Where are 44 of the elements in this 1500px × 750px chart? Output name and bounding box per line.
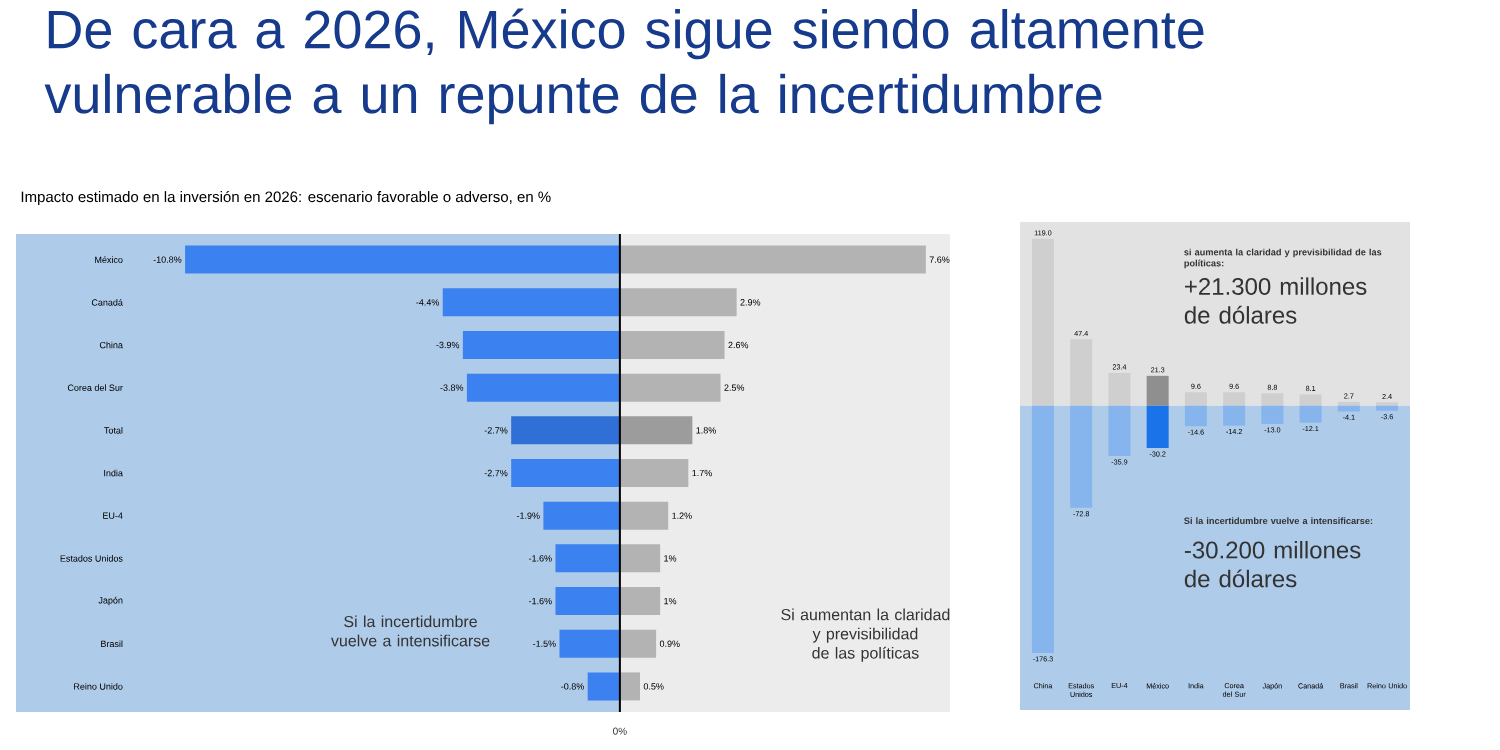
bar [1031, 238, 1054, 406]
bar [1223, 405, 1246, 426]
annotation: +21.300 millones de dólares [1184, 277, 1367, 324]
bar [1146, 405, 1169, 449]
bar [559, 629, 620, 658]
annotation: Si la incertidumbre vuelve a intensificarse [331, 615, 490, 647]
bar [619, 288, 737, 317]
bar [619, 672, 641, 701]
bar [1184, 405, 1207, 427]
bar [555, 544, 620, 573]
bar [1031, 405, 1054, 653]
bar [1108, 372, 1131, 406]
bar [1376, 405, 1399, 411]
bar [619, 330, 725, 359]
bar [555, 587, 620, 616]
bar [543, 501, 620, 530]
bar [1070, 405, 1093, 508]
bar [619, 501, 669, 530]
annotation: Si aumentan la claridad y previsibilidad de las políticas [781, 608, 950, 662]
bar [1184, 392, 1207, 406]
bar [511, 416, 620, 445]
bar [619, 544, 661, 573]
bar [185, 245, 620, 274]
bar [619, 459, 689, 488]
bar [619, 629, 657, 658]
bar [1070, 339, 1093, 406]
bar [619, 245, 926, 274]
bar [619, 373, 721, 402]
bar [466, 373, 620, 402]
bar [442, 288, 620, 317]
chart-title: De cara a 2026, México sigue siendo altamente vulnerable a un repunte de la incertidumbre [44, 8, 1204, 125]
bar [1146, 375, 1169, 406]
bar [462, 330, 620, 359]
annotation: -30.200 millones de dólares [1184, 540, 1361, 588]
bar [1261, 405, 1284, 424]
bar [619, 587, 661, 616]
bar [1223, 392, 1246, 406]
bar [1299, 405, 1322, 423]
bar [1108, 405, 1131, 457]
bar [1261, 393, 1284, 406]
bar [511, 459, 620, 488]
bar [1299, 394, 1322, 406]
bar [619, 416, 693, 445]
bar [587, 672, 620, 701]
